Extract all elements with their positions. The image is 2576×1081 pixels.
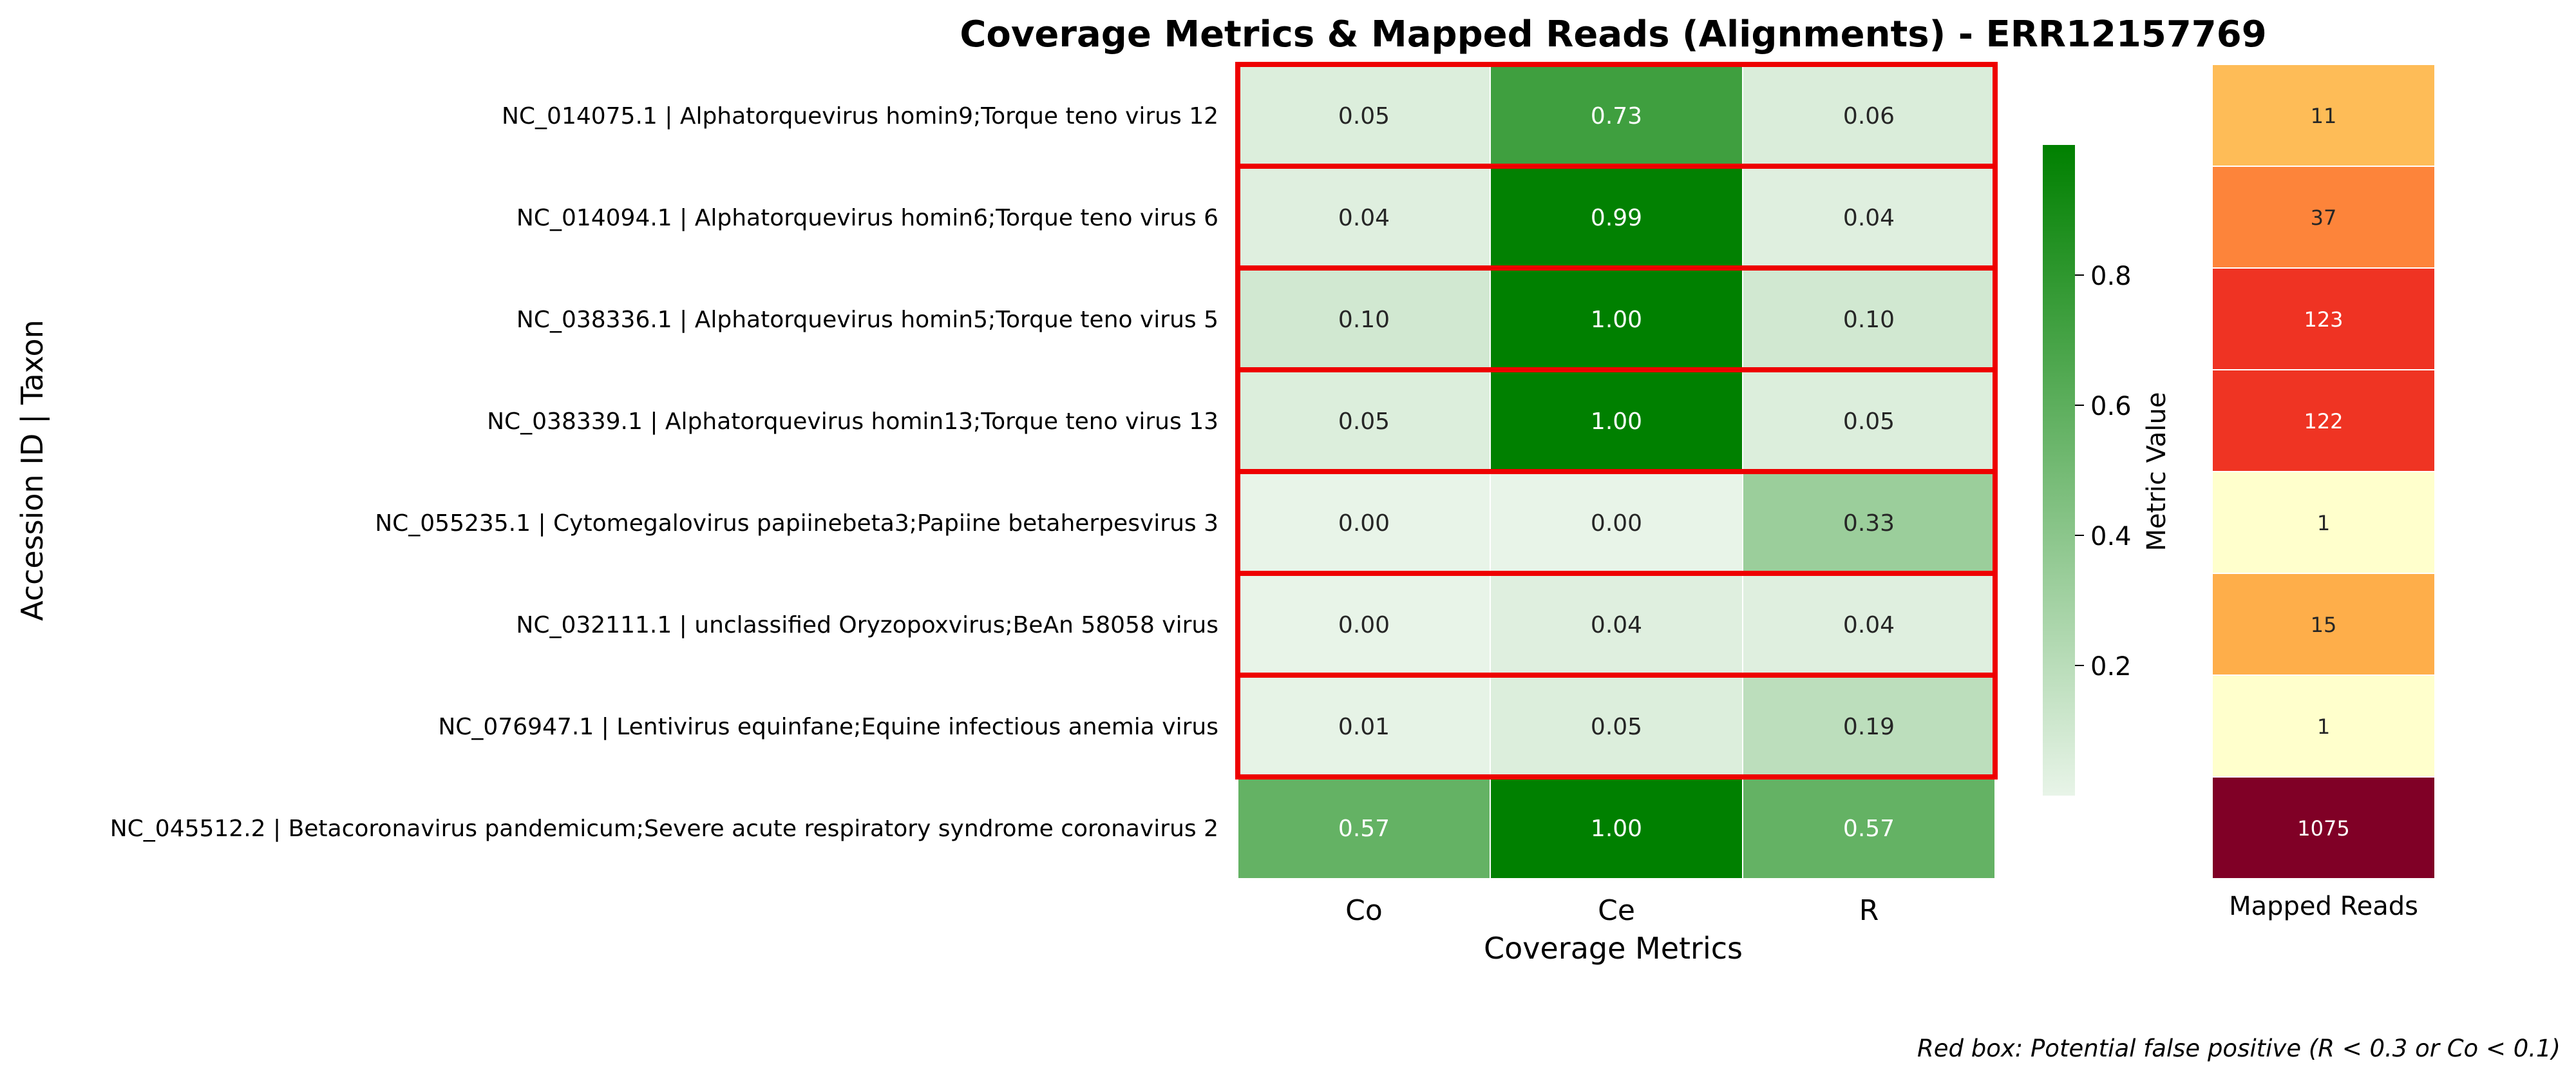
false-positive-box [1235, 673, 1998, 780]
mapped-reads-value: 11 [2311, 104, 2337, 128]
mapped-reads-value: 1 [2317, 714, 2330, 739]
mapped-reads-value: 123 [2304, 307, 2343, 332]
heatmap-cell [1237, 776, 1491, 879]
colorbar-tick-label: 0.4 [2090, 522, 2132, 551]
row-label: NC_014075.1 | Alphatorquevirus homin9;To… [502, 103, 1218, 129]
mapped-reads-cells: 11 37 123 122 1 15 1 1075 [2211, 64, 2436, 879]
row-label: NC_045512.2 | Betacoronavirus pandemicum… [110, 816, 1218, 842]
mapped-reads-cell [2211, 166, 2436, 269]
mapped-reads-cell [2211, 267, 2436, 370]
cell-value-label: 0.00 [1591, 510, 1642, 537]
chart-title: Coverage Metrics & Mapped Reads (Alignme… [960, 14, 2266, 55]
heatmap-cell [1742, 369, 1996, 472]
column-tick-label: Co [1345, 894, 1383, 927]
cell-value-label: 0.05 [1591, 714, 1642, 740]
colorbar-tick-label: 0.8 [2090, 262, 2132, 291]
cell-value-label: 0.05 [1843, 408, 1895, 435]
row-label: NC_014094.1 | Alphatorquevirus homin6;To… [516, 205, 1218, 231]
row-label: NC_076947.1 | Lentivirus equinfane;Equin… [438, 714, 1218, 740]
heatmap-cell [1490, 573, 1743, 676]
colorbar-tick-label: 0.6 [2090, 392, 2132, 421]
x-axis-label: Coverage Metrics [1484, 931, 1743, 966]
heatmap-cell [1490, 471, 1743, 574]
cell-value-label: 0.04 [1843, 612, 1895, 638]
cell-value-label: 0.57 [1843, 816, 1895, 842]
cell-value-label: 0.10 [1338, 307, 1390, 333]
y-axis-label: Accession ID | Taxon [15, 320, 50, 621]
heatmap-cells: 0.05 0.73 0.06 0.04 0.99 0.04 0.10 1.00 0.10 0.05… [1237, 64, 1996, 879]
column-labels: Co Ce R [1345, 894, 1879, 927]
heatmap-cell [1490, 166, 1743, 269]
cell-value-label: 0.99 [1591, 205, 1642, 231]
cell-value-label: 0.57 [1338, 816, 1390, 842]
heatmap-cell [1237, 573, 1491, 676]
colorbar-label: Metric Value [2142, 392, 2172, 551]
mapped-reads-cell [2211, 369, 2436, 472]
row-labels: NC_014075.1 | Alphatorquevirus homin9;To… [110, 103, 1218, 842]
heatmap-cell [1237, 674, 1491, 778]
cell-value-label: 0.04 [1338, 205, 1390, 231]
cell-value-label: 1.00 [1591, 307, 1642, 333]
column-tick-label: R [1859, 894, 1879, 927]
heatmap-cell [1742, 64, 1996, 167]
footnote: Red box: Potential false positive (R < 0… [1917, 1035, 2561, 1062]
colorbar-tick-label: 0.2 [2090, 652, 2132, 682]
column-tick-label: Ce [1598, 894, 1635, 927]
heatmap-cell [1490, 776, 1743, 879]
cell-value-label: 0.33 [1843, 510, 1895, 537]
row-label: NC_038336.1 | Alphatorquevirus homin5;To… [516, 307, 1218, 333]
heatmap-cell [1742, 674, 1996, 778]
mapped-reads-label: Mapped Reads [2229, 892, 2418, 921]
mapped-reads-cell [2211, 64, 2436, 167]
cell-value-label: 0.06 [1843, 103, 1895, 129]
heatmap-cell [1742, 267, 1996, 370]
colorbar-gradient [2043, 145, 2075, 796]
colorbar: 0.2 0.4 0.6 0.8 [2043, 145, 2132, 796]
heatmap-cell [1742, 573, 1996, 676]
cell-value-label: 0.05 [1338, 408, 1390, 435]
cell-value-label: 1.00 [1591, 816, 1642, 842]
mapped-reads-cell [2211, 471, 2436, 574]
mapped-reads-cell [2211, 776, 2436, 879]
row-label: NC_038339.1 | Alphatorquevirus homin13;T… [487, 408, 1218, 435]
row-label: NC_055235.1 | Cytomegalovirus papiinebet… [375, 510, 1218, 537]
false-positive-boxes [1235, 62, 1998, 780]
heatmap-cell [1237, 64, 1491, 167]
cell-value-label: 0.19 [1843, 714, 1895, 740]
mapped-reads-value: 1 [2317, 511, 2330, 535]
cell-value-label: 0.01 [1338, 714, 1390, 740]
mapped-reads-value: 37 [2311, 206, 2337, 230]
mapped-reads-cell [2211, 573, 2436, 676]
heatmap-cell [1237, 471, 1491, 574]
mapped-reads-value: 15 [2311, 613, 2337, 637]
heatmap-cell [1742, 776, 1996, 879]
heatmap-cell [1237, 267, 1491, 370]
heatmap-cell [1742, 471, 1996, 574]
cell-value-label: 0.73 [1591, 103, 1642, 129]
row-label: NC_032111.1 | unclassified Oryzopoxvirus… [516, 612, 1218, 638]
mapped-reads-value: 122 [2304, 409, 2343, 434]
mapped-reads-value: 1075 [2297, 816, 2349, 841]
heatmap-cell [1742, 166, 1996, 269]
cell-value-label: 0.10 [1843, 307, 1895, 333]
cell-value-label: 0.05 [1338, 103, 1390, 129]
cell-value-label: 0.00 [1338, 510, 1390, 537]
cell-value-label: 1.00 [1591, 408, 1642, 435]
cell-value-label: 0.04 [1591, 612, 1642, 638]
cell-value-label: 0.04 [1843, 205, 1895, 231]
cell-value-label: 0.00 [1338, 612, 1390, 638]
heatmap-cell [1490, 267, 1743, 370]
mapped-reads-cell [2211, 674, 2436, 778]
